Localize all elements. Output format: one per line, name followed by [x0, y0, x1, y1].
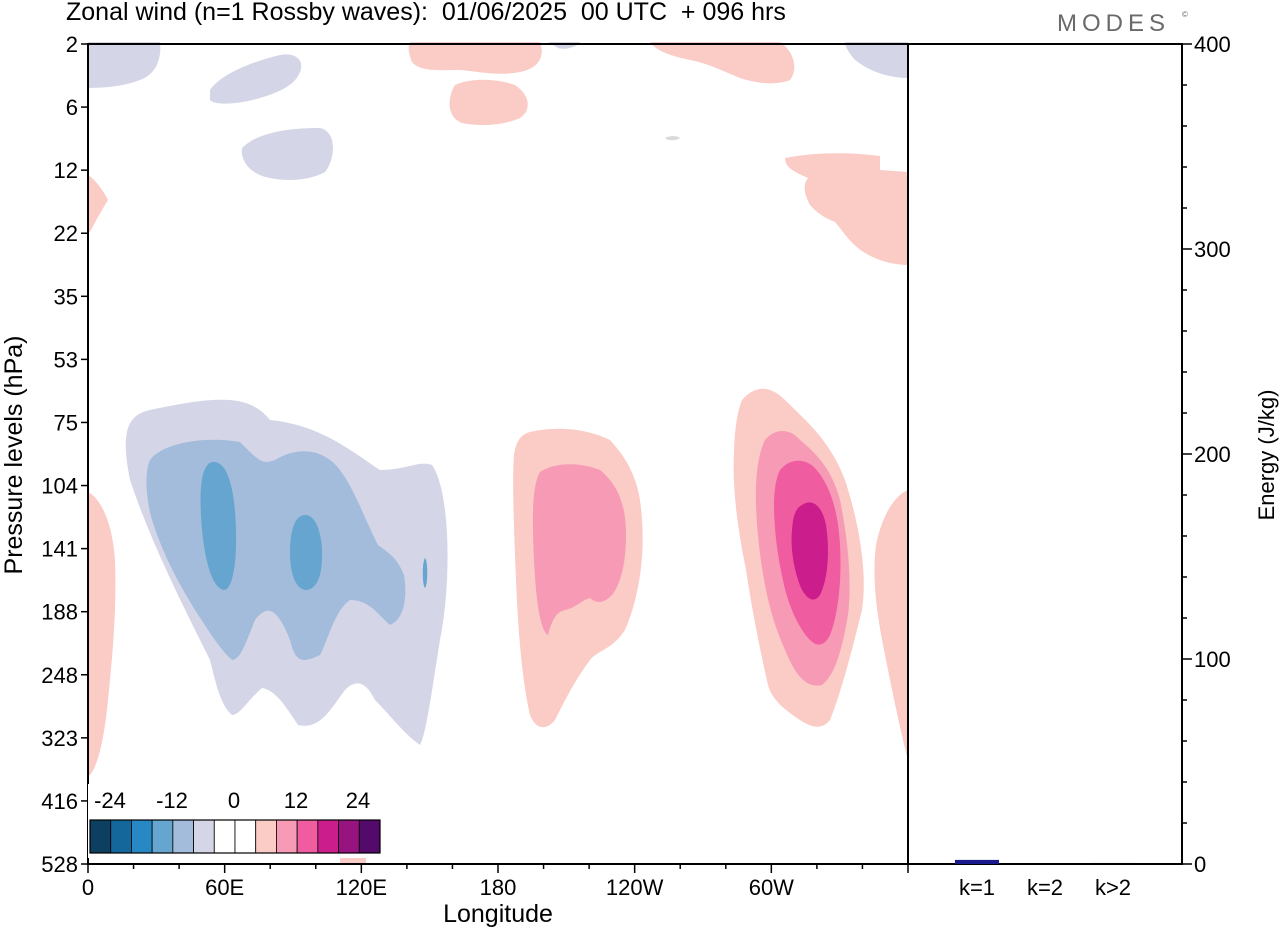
energy-tick-label: 0 [1194, 852, 1206, 877]
colorbar-swatch [296, 819, 319, 854]
energy-bar-label: k>2 [1095, 875, 1131, 900]
contour-positive-right-edge [874, 490, 908, 760]
contour-positive-left-edge [88, 492, 116, 775]
x-tick-label: 0 [82, 875, 94, 900]
contour-upper-negative-3 [241, 128, 334, 180]
energy-bar-2 [1023, 863, 1067, 864]
energy-bar-3 [1091, 862, 1135, 864]
brand-logo: MODES [1057, 10, 1171, 37]
y-tick-label: 323 [41, 726, 78, 751]
y-axis-label: Pressure levels (hPa) [0, 336, 28, 575]
contour-upper-negative-4 [845, 42, 908, 78]
energy-bars: k=1 k=2 k>2 [955, 859, 1135, 900]
x-tick-label: 60E [205, 875, 244, 900]
energy-tick-label: 400 [1194, 32, 1231, 57]
y-tick-label: 141 [41, 537, 78, 562]
energy-tick-label: 100 [1194, 647, 1231, 672]
y-tick-label: 12 [54, 158, 78, 183]
energy-bar-label: k=2 [1027, 875, 1063, 900]
colorbar: -24 -12 0 12 24 [88, 784, 384, 858]
contour-negative-inner-1 [200, 461, 237, 590]
colorbar-swatch [234, 819, 257, 854]
colorbar-swatch [151, 819, 174, 854]
y-tick-label: 528 [41, 852, 78, 877]
energy-tick-label: 200 [1194, 442, 1231, 467]
contour-upper-negative-2 [210, 54, 302, 104]
colorbar-swatch [172, 819, 194, 854]
y-tick-label: 22 [54, 221, 78, 246]
energy-axis-label: Energy (J/kg) [1254, 390, 1279, 521]
colorbar-label: -12 [156, 788, 188, 813]
brand-copyright-mark: © [1182, 10, 1188, 19]
colorbar-label: 12 [284, 788, 308, 813]
y-axis-ticks: 2 6 12 22 35 53 75 104 141 188 248 323 416 528 [41, 32, 88, 877]
colorbar-frame [89, 819, 381, 854]
contour-positive-a-inner [532, 464, 626, 635]
colorbar-swatch [89, 819, 112, 854]
contour-upper-positive-4 [785, 153, 908, 265]
energy-tick-label: 300 [1194, 237, 1231, 262]
x-tick-label: 120E [336, 875, 387, 900]
y-tick-label: 248 [41, 663, 78, 688]
colorbar-swatch [338, 819, 360, 854]
contour-fields [88, 42, 908, 864]
y-tick-label: 188 [41, 600, 78, 625]
contour-upper-positive-3 [650, 42, 795, 84]
x-tick-label: 120W [606, 875, 664, 900]
y-tick-label: 53 [54, 347, 78, 372]
x-axis-ticks: 0 60E 120E 180 120W 60W [82, 864, 909, 900]
colorbar-swatch [193, 819, 215, 854]
x-tick-label: 180 [480, 875, 517, 900]
energy-bar-1 [955, 859, 999, 864]
energy-plot-frame [907, 43, 1183, 865]
colorbar-swatch [358, 819, 381, 854]
y-tick-label: 104 [41, 474, 78, 499]
y-tick-label: 75 [54, 410, 78, 435]
contour-speck [665, 136, 680, 141]
contour-negative-inner-2 [290, 515, 323, 590]
energy-axis-ticks: 0 100 200 300 400 [1182, 32, 1231, 877]
y-tick-label: 35 [54, 284, 78, 309]
contour-negative-small [422, 558, 428, 588]
colorbar-swatch [276, 819, 298, 854]
colorbar-swatch [213, 819, 236, 854]
chart-title: Zonal wind (n=1 Rossby waves): 01/06/202… [66, 0, 786, 26]
contour-upper-positive-1 [408, 42, 542, 74]
contour-upper-positive-2 [449, 79, 528, 126]
y-tick-label: 416 [41, 789, 78, 814]
colorbar-swatch [110, 819, 132, 854]
contour-upper-positive-5 [88, 175, 108, 232]
x-axis-label: Longitude [443, 900, 553, 928]
colorbar-label: -24 [94, 788, 126, 813]
colorbar-label: 24 [346, 788, 370, 813]
contour-positive-b-core [791, 502, 828, 600]
colorbar-swatch [131, 819, 153, 854]
colorbar-swatch [255, 819, 277, 854]
x-tick-label: 60W [749, 875, 794, 900]
colorbar-label: 0 [228, 788, 240, 813]
y-tick-label: 2 [66, 32, 78, 57]
energy-bar-label: k=1 [959, 875, 995, 900]
colorbar-swatch [317, 819, 339, 854]
y-tick-label: 6 [66, 95, 78, 120]
contour-upper-negative-1 [88, 42, 161, 88]
